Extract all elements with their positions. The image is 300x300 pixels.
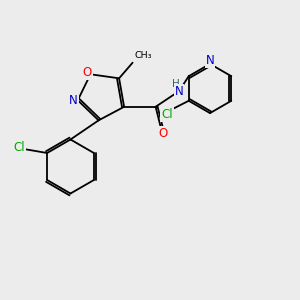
Text: Cl: Cl [161, 108, 172, 121]
Text: N: N [206, 54, 214, 67]
Text: O: O [158, 127, 167, 140]
Text: N: N [175, 85, 183, 98]
Text: CH₃: CH₃ [134, 51, 152, 60]
Text: O: O [83, 66, 92, 79]
Text: Cl: Cl [14, 141, 25, 154]
Text: N: N [69, 94, 78, 107]
Text: H: H [172, 79, 179, 89]
